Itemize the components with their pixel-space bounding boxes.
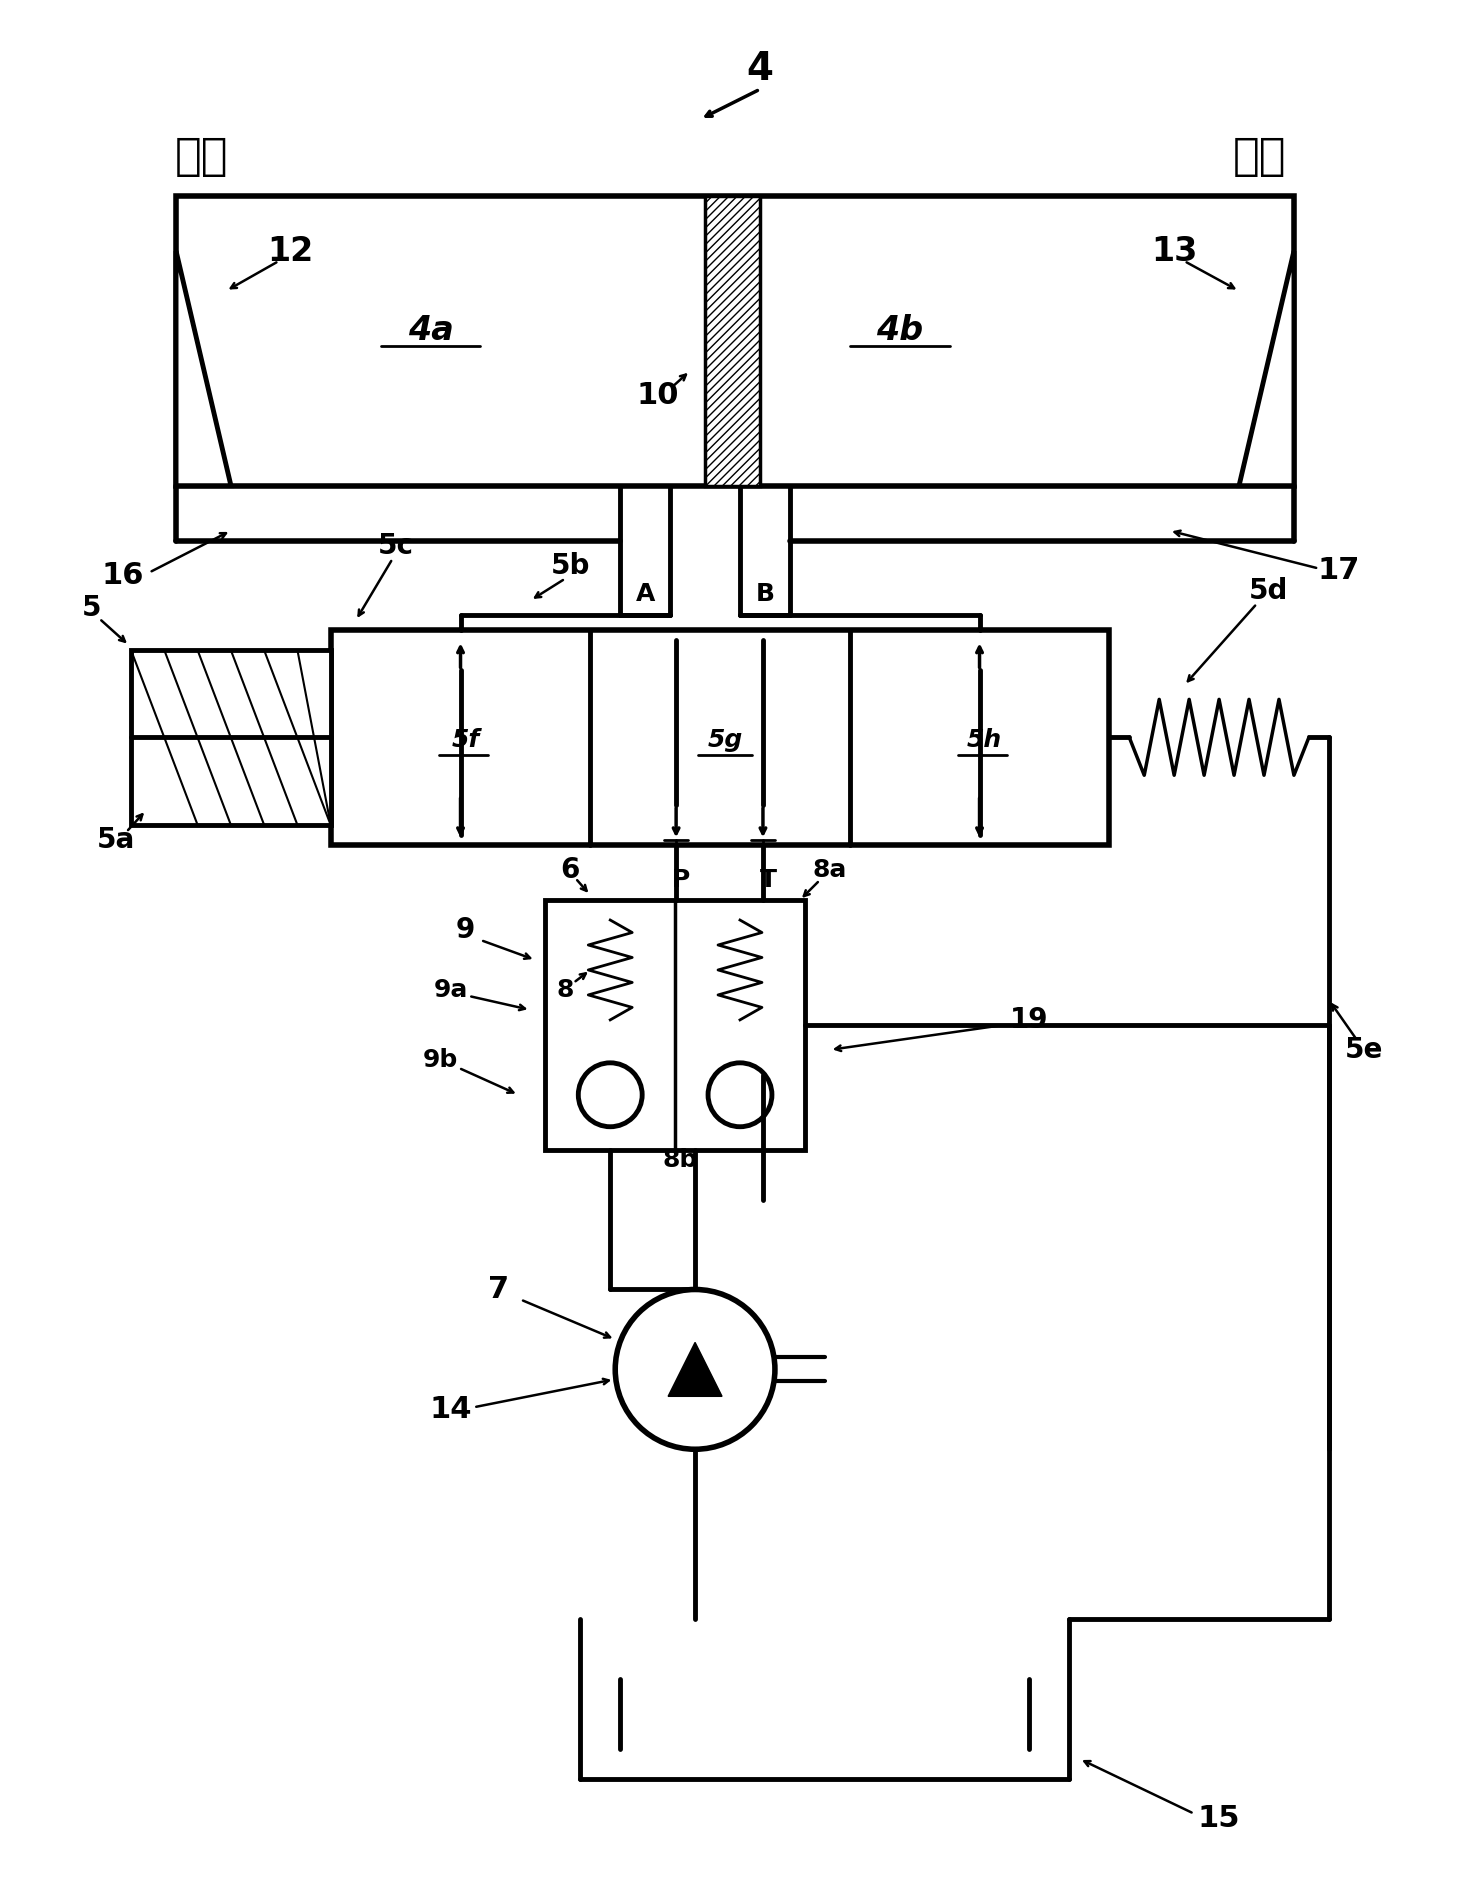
Bar xyxy=(705,196,761,485)
Polygon shape xyxy=(1239,251,1294,485)
Text: 9b: 9b xyxy=(424,1048,457,1072)
Text: 9: 9 xyxy=(456,916,475,944)
Text: 5: 5 xyxy=(81,595,101,623)
Text: 5e: 5e xyxy=(1344,1037,1383,1063)
Text: 5a: 5a xyxy=(97,827,135,853)
Text: 14: 14 xyxy=(430,1395,472,1424)
Text: 10: 10 xyxy=(637,381,680,410)
Text: 5c: 5c xyxy=(378,532,413,559)
Text: 12: 12 xyxy=(268,234,313,268)
Text: B: B xyxy=(756,582,774,606)
Text: 6: 6 xyxy=(560,855,580,884)
Text: 5g: 5g xyxy=(708,729,743,751)
Text: 8a: 8a xyxy=(812,859,847,882)
Text: 8b: 8b xyxy=(662,1148,697,1172)
Text: 16: 16 xyxy=(101,561,144,591)
Text: 8: 8 xyxy=(556,978,574,1003)
Text: 5b: 5b xyxy=(550,551,590,580)
Bar xyxy=(131,651,331,825)
Text: 15: 15 xyxy=(1197,1805,1240,1833)
Text: 超前: 超前 xyxy=(1233,134,1286,177)
Bar xyxy=(331,631,1109,846)
Text: 13: 13 xyxy=(1150,234,1197,268)
Polygon shape xyxy=(668,1342,722,1397)
Text: P: P xyxy=(672,868,690,893)
Text: 5f: 5f xyxy=(452,729,480,751)
Text: 4b: 4b xyxy=(877,315,924,347)
Text: 9a: 9a xyxy=(434,978,468,1003)
Text: 17: 17 xyxy=(1318,557,1361,585)
Bar xyxy=(546,901,805,1150)
Text: 19: 19 xyxy=(1011,1006,1049,1035)
Text: A: A xyxy=(635,582,655,606)
Text: 5h: 5h xyxy=(966,729,1002,751)
Text: 5d: 5d xyxy=(1249,576,1289,604)
Text: 4a: 4a xyxy=(407,315,453,347)
Bar xyxy=(177,196,1294,485)
Text: T: T xyxy=(759,868,777,893)
Text: 4: 4 xyxy=(746,51,774,89)
Polygon shape xyxy=(177,251,231,485)
Text: 7: 7 xyxy=(488,1274,509,1305)
Text: 滞后: 滞后 xyxy=(174,134,228,177)
